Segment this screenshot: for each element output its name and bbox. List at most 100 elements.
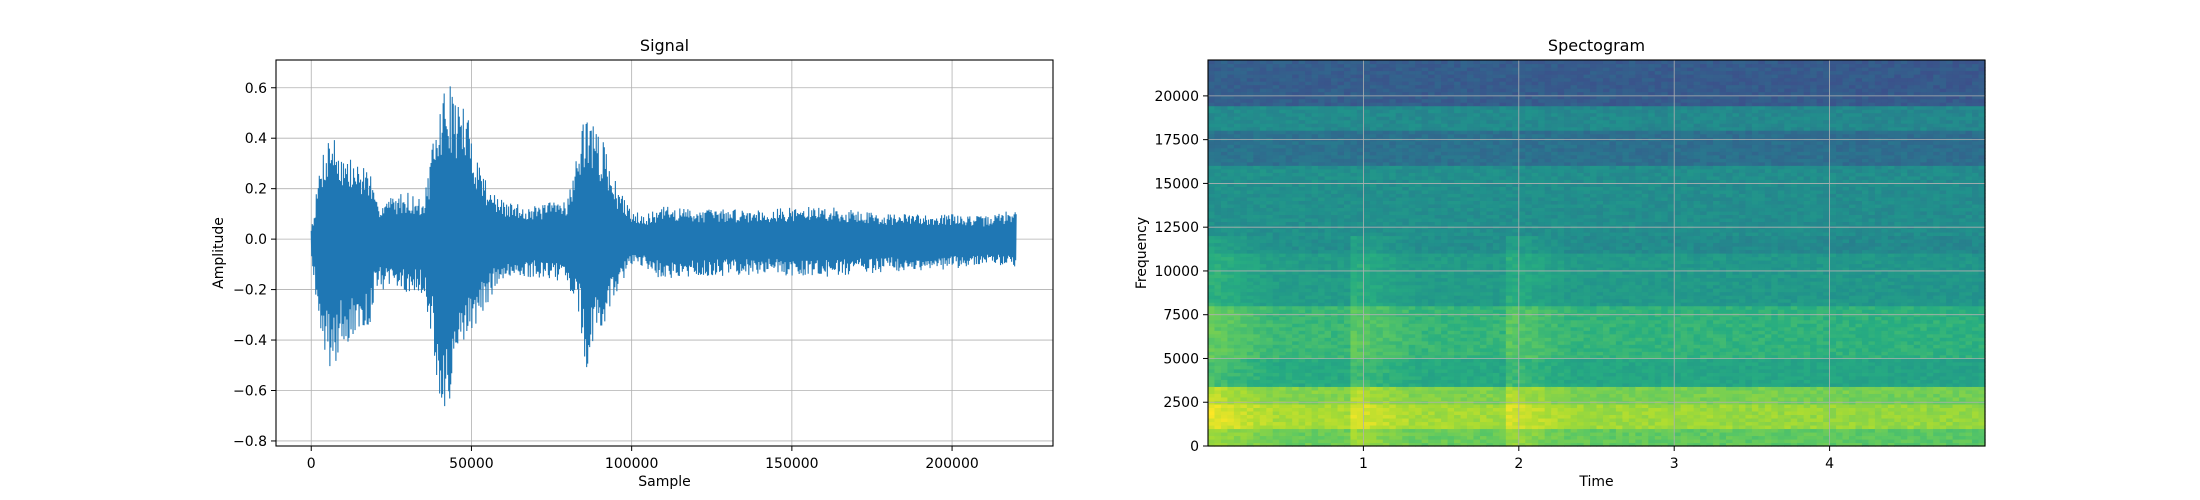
spectrogram-cell xyxy=(1227,417,1235,423)
spectrogram-cell xyxy=(1473,277,1481,282)
spectrogram-cell xyxy=(1402,81,1410,86)
spectrogram-cell xyxy=(1389,172,1397,177)
spectrogram-cell xyxy=(1337,323,1345,328)
spectrogram-cell xyxy=(1331,421,1339,426)
spectrogram-cell xyxy=(1233,368,1241,373)
spectrogram-cell xyxy=(1246,302,1254,307)
spectrogram-cell xyxy=(1467,242,1475,247)
spectrogram-cell xyxy=(1492,267,1500,272)
spectrogram-cell xyxy=(1408,428,1416,433)
spectrogram-cell xyxy=(1382,393,1390,398)
spectrogram-cell xyxy=(1208,263,1216,268)
spectrogram-cell xyxy=(1324,123,1332,128)
spectrogram-cell xyxy=(1441,200,1449,205)
spectrogram-cell xyxy=(1220,95,1229,100)
spectrogram-cell xyxy=(1473,238,1481,244)
spectrogram-cell xyxy=(1479,228,1488,233)
spectrogram-cell xyxy=(1369,130,1377,135)
spectrogram-cell xyxy=(1305,228,1313,233)
spectrogram-cell xyxy=(1395,309,1403,314)
spectrogram-cell xyxy=(1292,270,1300,275)
spectrogram-cell xyxy=(1402,196,1410,201)
spectrogram-cell xyxy=(1253,102,1261,107)
spectrogram-cell xyxy=(1376,77,1384,82)
spectrogram-cell xyxy=(1415,221,1423,226)
spectrogram-cell xyxy=(1259,260,1267,265)
spectrogram-cell xyxy=(1382,333,1390,338)
spectrogram-cell xyxy=(1298,63,1306,68)
spectrogram-cell xyxy=(1441,274,1449,279)
spectrogram-cell xyxy=(1285,105,1293,110)
spectrogram-cell xyxy=(1395,74,1403,79)
spectrogram-cell xyxy=(1460,165,1468,170)
spectrogram-cell xyxy=(1253,196,1261,201)
spectrogram-cell xyxy=(1311,144,1319,149)
spectrogram-cell xyxy=(1266,253,1274,258)
spectrogram-cell xyxy=(1376,368,1384,373)
spectrogram-cell xyxy=(1363,298,1371,303)
spectrogram-cell xyxy=(1298,379,1306,384)
spectrogram-cell xyxy=(1220,267,1229,272)
spectrogram-cell xyxy=(1240,309,1248,314)
spectrogram-cell xyxy=(1324,431,1332,437)
spectrogram-cell xyxy=(1473,274,1481,279)
spectrogram-cell xyxy=(1441,375,1449,380)
spectrogram-cell xyxy=(1402,330,1410,335)
spectrogram-cell xyxy=(1460,330,1468,335)
spectrogram-cell xyxy=(1227,228,1235,233)
spectrogram-cell xyxy=(1486,417,1494,423)
spectrogram-cell xyxy=(1220,109,1229,114)
spectrogram-cell xyxy=(1395,316,1403,321)
spectrogram-cell xyxy=(1253,245,1261,251)
spectrogram-cell xyxy=(1369,298,1377,303)
spectrogram-cell xyxy=(1266,235,1274,240)
spectrogram-cell xyxy=(1305,316,1313,321)
spectrogram-cell xyxy=(1492,407,1500,412)
spectrogram-cell xyxy=(1369,105,1377,110)
spectrogram-cell xyxy=(1266,126,1274,131)
spectrogram-cell xyxy=(1395,407,1403,412)
spectrogram-cell xyxy=(1246,340,1254,345)
spectrogram-cell xyxy=(1343,200,1352,205)
spectrogram-cell xyxy=(1343,112,1352,117)
spectrogram-cell xyxy=(1311,221,1319,226)
spectrogram-cell xyxy=(1266,414,1274,419)
spectrogram-cell xyxy=(1492,200,1500,205)
spectrogram-cell xyxy=(1240,386,1248,391)
spectrogram-cell xyxy=(1473,253,1481,258)
spectrogram-cell xyxy=(1266,393,1274,398)
spectrogram-cell xyxy=(1311,112,1319,117)
spectrogram-cell xyxy=(1467,309,1475,314)
spectrogram-cell xyxy=(1324,351,1332,356)
spectrogram-cell xyxy=(1298,67,1306,72)
spectrogram-cell xyxy=(1356,396,1364,401)
spectrogram-cell xyxy=(1246,235,1254,240)
spectrogram-cell xyxy=(1305,168,1313,173)
spectrogram-cell xyxy=(1369,316,1377,321)
spectrogram-cell xyxy=(1240,217,1248,223)
spectrogram-cell xyxy=(1343,421,1352,426)
spectrogram-cell xyxy=(1324,267,1332,272)
spectrogram-cell xyxy=(1454,105,1462,110)
spectrogram-cell xyxy=(1402,95,1410,100)
spectrogram-cell xyxy=(1395,260,1403,265)
spectrogram-cell xyxy=(1214,316,1222,321)
spectrogram-cell xyxy=(1240,88,1248,93)
spectrogram-cell xyxy=(1428,256,1436,261)
spectrogram-cell xyxy=(1402,396,1410,401)
spectrogram-cell xyxy=(1240,365,1248,370)
spectrogram-cell xyxy=(1460,60,1468,65)
spectrogram-cell xyxy=(1331,60,1339,65)
spectrogram-cell xyxy=(1311,298,1319,303)
spectrogram-cell xyxy=(1272,361,1280,366)
spectrogram-cell xyxy=(1305,431,1313,437)
spectrogram-cell xyxy=(1240,344,1248,349)
spectrogram-cell xyxy=(1227,389,1235,394)
spectrogram-cell xyxy=(1473,70,1481,75)
spectrogram-cell xyxy=(1434,182,1442,187)
spectrogram-cell xyxy=(1259,347,1267,352)
spectrogram-cell xyxy=(1486,91,1494,96)
spectrogram-cell xyxy=(1389,295,1397,300)
spectrogram-cell xyxy=(1253,253,1261,258)
